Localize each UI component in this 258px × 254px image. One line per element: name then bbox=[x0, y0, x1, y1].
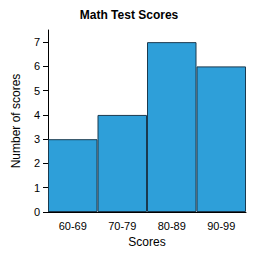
svg-text:7: 7 bbox=[34, 36, 40, 48]
svg-text:5: 5 bbox=[34, 85, 40, 97]
svg-text:60-69: 60-69 bbox=[59, 220, 87, 232]
svg-text:0: 0 bbox=[34, 206, 40, 218]
svg-text:80-89: 80-89 bbox=[158, 220, 186, 232]
svg-text:1: 1 bbox=[34, 182, 40, 194]
svg-text:6: 6 bbox=[34, 60, 40, 72]
svg-text:3: 3 bbox=[34, 133, 40, 145]
svg-text:Number of scores: Number of scores bbox=[9, 74, 23, 169]
svg-text:70-79: 70-79 bbox=[108, 220, 136, 232]
svg-text:4: 4 bbox=[34, 109, 40, 121]
svg-text:2: 2 bbox=[34, 157, 40, 169]
svg-text:Math Test Scores: Math Test Scores bbox=[80, 8, 179, 22]
svg-text:90-99: 90-99 bbox=[207, 220, 235, 232]
svg-text:Scores: Scores bbox=[128, 235, 165, 249]
